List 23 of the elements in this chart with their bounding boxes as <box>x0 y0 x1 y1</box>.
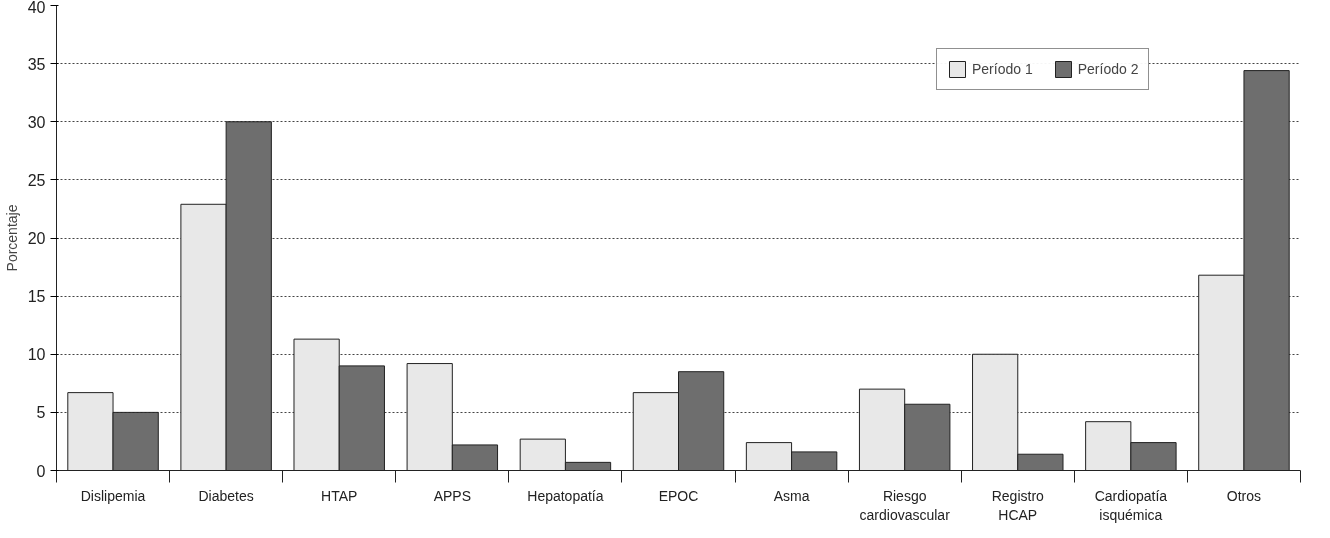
y-tick-label: 0 <box>36 462 46 480</box>
y-axis-title: Porcentaje <box>3 204 20 272</box>
y-tick-label: 5 <box>36 404 46 422</box>
legend-label: Período 2 <box>1077 61 1139 77</box>
legend-label: Período 1 <box>972 61 1033 77</box>
x-tick-label: HTAP <box>321 487 358 504</box>
x-tick-label: Otros <box>1226 487 1262 504</box>
y-tick-label: 15 <box>27 288 46 306</box>
x-tick-label: Asma <box>773 487 810 504</box>
x-tick-label: Riesgo cardiovascular <box>859 487 951 523</box>
x-tick-label: Diabetes <box>198 487 254 504</box>
x-tick-label: EPOC <box>658 487 699 504</box>
y-tick-label: 35 <box>27 55 46 73</box>
x-tick-label: Cardiopatía isquémica <box>1094 487 1168 523</box>
y-tick-label: 40 <box>27 0 46 16</box>
x-tick-label: Dislipemia <box>80 487 146 504</box>
y-tick-label: 30 <box>27 113 46 131</box>
y-tick-label: 20 <box>27 230 46 247</box>
x-tick-label: Registro HCAP <box>991 487 1045 523</box>
x-tick-label: Hepatopatía <box>527 487 604 504</box>
y-tick-label: 25 <box>27 171 46 189</box>
y-tick-label: 10 <box>27 346 46 364</box>
x-tick-label: APPS <box>433 487 471 504</box>
